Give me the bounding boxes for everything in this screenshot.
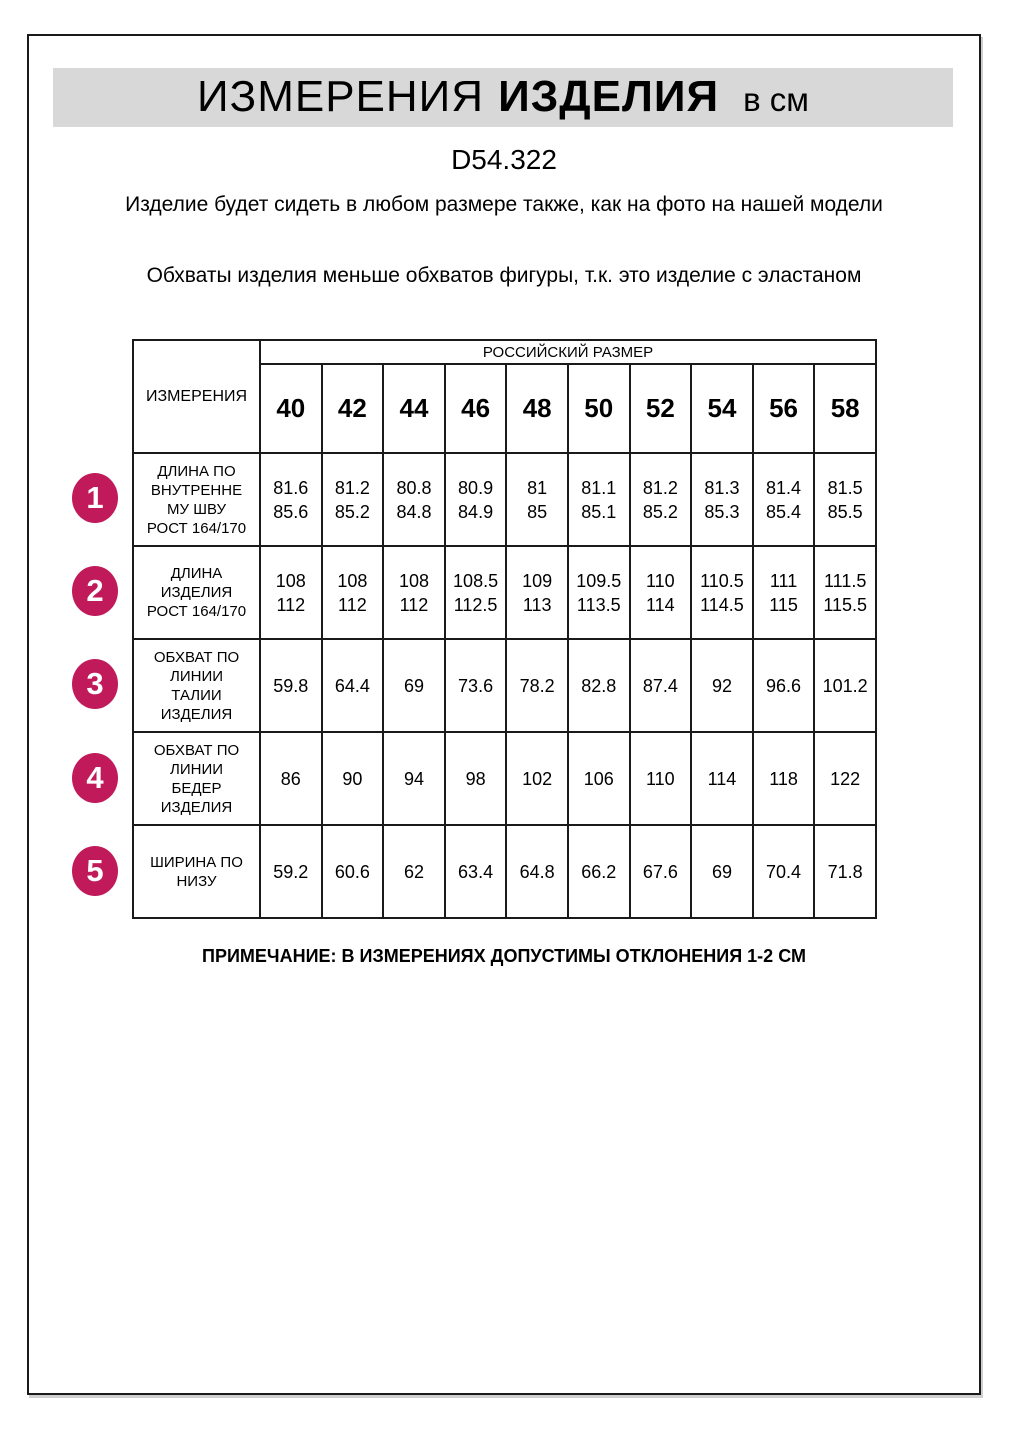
size-table: ИЗМЕРЕНИЯ РОССИЙСКИЙ РАЗМЕР 40 42 44 46 48 50… bbox=[132, 339, 877, 919]
measurement-value: 90 bbox=[320, 731, 385, 826]
measurement-value: 62 bbox=[382, 824, 446, 919]
measurement-value: 81.3 85.3 bbox=[690, 452, 754, 547]
measurement-value: 111.5 115.5 bbox=[813, 545, 877, 640]
measurement-value: 110 bbox=[628, 731, 693, 826]
measurement-value: 114 bbox=[690, 731, 754, 826]
row-number-badge: 1 bbox=[72, 473, 118, 523]
measurement-value: 73.6 bbox=[443, 638, 508, 733]
page-border: ИЗМЕРЕНИЯ ИЗДЕЛИЯ в см D54.322 Изделие буд… bbox=[27, 34, 981, 1395]
size-column-header: 42 bbox=[320, 363, 385, 454]
measurement-label: ОБХВАТ ПО ЛИНИИ БЕДЕР ИЗДЕЛИЯ bbox=[132, 731, 261, 826]
row-number-badge: 2 bbox=[72, 566, 118, 616]
measurement-value: 81.2 85.2 bbox=[320, 452, 385, 547]
measurement-value: 80.8 84.8 bbox=[382, 452, 446, 547]
measurement-value: 71.8 bbox=[813, 824, 877, 919]
measurement-label: ОБХВАТ ПО ЛИНИИ ТАЛИИ ИЗДЕЛИЯ bbox=[132, 638, 261, 733]
note-text: ПРИМЕЧАНИЕ: В ИЗМЕРЕНИЯХ ДОПУСТИМЫ ОТКЛО… bbox=[202, 946, 806, 966]
measurement-value: 110.5 114.5 bbox=[690, 545, 754, 640]
page-title-secondary: ИЗДЕЛИЯ bbox=[498, 72, 720, 121]
size-column-header: 52 bbox=[628, 363, 693, 454]
table-row: ОБХВАТ ПО ЛИНИИ БЕДЕР ИЗДЕЛИЯ 86 90 94 98 102… bbox=[132, 731, 877, 826]
measurement-label: ШИРИНА ПО НИЗУ bbox=[132, 824, 261, 919]
size-column-header: 44 bbox=[382, 363, 446, 454]
table-row: ОБХВАТ ПО ЛИНИИ ТАЛИИ ИЗДЕЛИЯ 59.8 64.4 69 7… bbox=[132, 638, 877, 733]
table-row: ДЛИНА ИЗДЕЛИЯ РОСТ 164/170 108 112 108 112… bbox=[132, 545, 877, 640]
row-number-badge: 4 bbox=[72, 753, 118, 803]
measurement-value: 81.6 85.6 bbox=[259, 452, 323, 547]
measurement-value: 63.4 bbox=[443, 824, 508, 919]
size-column-header: 40 bbox=[259, 363, 323, 454]
measurement-value: 81 85 bbox=[505, 452, 569, 547]
measurement-value: 87.4 bbox=[628, 638, 693, 733]
measurement-value: 96.6 bbox=[751, 638, 816, 733]
measurement-value: 108.5 112.5 bbox=[443, 545, 508, 640]
measurement-value: 59.8 bbox=[259, 638, 323, 733]
model-code: D54.322 bbox=[451, 144, 557, 175]
measurement-value: 66.2 bbox=[566, 824, 631, 919]
measurement-value: 92 bbox=[690, 638, 754, 733]
intro-line-1: Изделие будет сидеть в любом размере так… bbox=[125, 193, 883, 216]
measurement-value: 80.9 84.9 bbox=[443, 452, 508, 547]
title-bar: ИЗМЕРЕНИЯ ИЗДЕЛИЯ в см bbox=[53, 68, 953, 127]
measurement-value: 69 bbox=[690, 824, 754, 919]
page-title-main: ИЗМЕРЕНИЯ bbox=[197, 72, 485, 121]
measurement-value: 69 bbox=[382, 638, 446, 733]
size-column-header: 50 bbox=[566, 363, 631, 454]
row-number-badge: 5 bbox=[72, 846, 118, 896]
measurement-label: ДЛИНА ИЗДЕЛИЯ РОСТ 164/170 bbox=[132, 545, 261, 640]
measurement-value: 59.2 bbox=[259, 824, 323, 919]
measurement-value: 82.8 bbox=[566, 638, 631, 733]
table-header-row: ИЗМЕРЕНИЯ РОССИЙСКИЙ РАЗМЕР bbox=[132, 339, 877, 454]
measurement-value: 67.6 bbox=[628, 824, 693, 919]
measurement-value: 64.8 bbox=[505, 824, 569, 919]
measurement-label: ДЛИНА ПО ВНУТРЕННЕ МУ ШВУ РОСТ 164/170 bbox=[132, 452, 261, 547]
measurement-value: 98 bbox=[443, 731, 508, 826]
intro-line-2: Обхваты изделия меньше обхватов фигуры, … bbox=[146, 264, 862, 287]
measurement-value: 108 112 bbox=[320, 545, 385, 640]
measurement-value: 81.1 85.1 bbox=[566, 452, 631, 547]
measurement-value: 101.2 bbox=[813, 638, 877, 733]
measurement-value: 81.5 85.5 bbox=[813, 452, 877, 547]
measurement-value: 78.2 bbox=[505, 638, 569, 733]
size-column-header: 54 bbox=[690, 363, 754, 454]
row-number-badge: 3 bbox=[72, 659, 118, 709]
measurement-value: 81.4 85.4 bbox=[751, 452, 816, 547]
measurement-value: 122 bbox=[813, 731, 877, 826]
measurement-value: 102 bbox=[505, 731, 569, 826]
measurement-value: 60.6 bbox=[320, 824, 385, 919]
size-column-header: 48 bbox=[505, 363, 569, 454]
table-row: ШИРИНА ПО НИЗУ 59.2 60.6 62 63.4 64.8 66.2 67.6… bbox=[132, 824, 877, 919]
measurement-value: 108 112 bbox=[382, 545, 446, 640]
russian-size-group-header: РОССИЙСКИЙ РАЗМЕР bbox=[259, 339, 877, 365]
page-title-unit: в см bbox=[743, 81, 809, 118]
measurement-value: 118 bbox=[751, 731, 816, 826]
measurement-value: 64.4 bbox=[320, 638, 385, 733]
measurement-value: 70.4 bbox=[751, 824, 816, 919]
measurement-value: 94 bbox=[382, 731, 446, 826]
size-column-header: 46 bbox=[443, 363, 508, 454]
measurement-value: 109.5 113.5 bbox=[566, 545, 631, 640]
measurement-value: 110 114 bbox=[628, 545, 693, 640]
table-row: ДЛИНА ПО ВНУТРЕННЕ МУ ШВУ РОСТ 164/170 81… bbox=[132, 452, 877, 547]
measurement-value: 106 bbox=[566, 731, 631, 826]
measurement-value: 109 113 bbox=[505, 545, 569, 640]
measurements-column-header: ИЗМЕРЕНИЯ bbox=[132, 339, 261, 454]
measurement-value: 86 bbox=[259, 731, 323, 826]
measurement-value: 108 112 bbox=[259, 545, 323, 640]
measurement-value: 81.2 85.2 bbox=[628, 452, 693, 547]
size-header-row: 40 42 44 46 48 50 52 54 56 58 bbox=[133, 363, 877, 454]
measurement-value: 111 115 bbox=[751, 545, 816, 640]
size-column-header: 56 bbox=[751, 363, 816, 454]
size-column-header: 58 bbox=[813, 363, 877, 454]
